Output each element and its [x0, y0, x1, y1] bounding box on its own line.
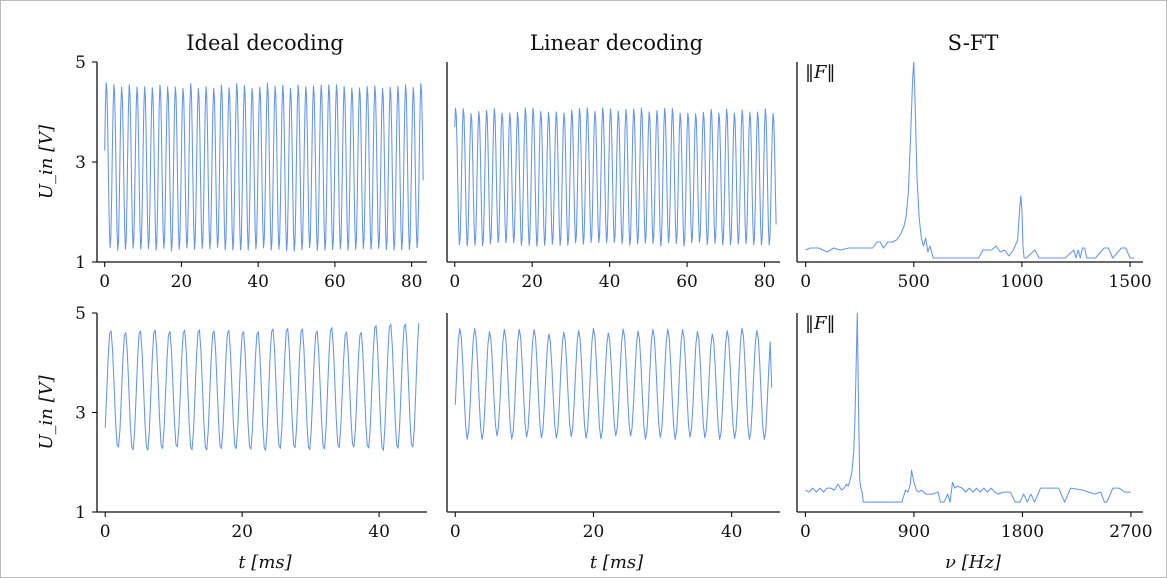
- y-axis-label: U_in [V]: [36, 124, 57, 199]
- panel-title: S-FT: [948, 31, 999, 55]
- panel-1: 0 20 40 60 80 1 3 5 Ideal decoding U_in [V]: [36, 31, 427, 292]
- panel-title: Linear decoding: [530, 31, 703, 55]
- panel-6: 0 900 1800 2700 ‖F‖ ν [Hz]: [796, 312, 1153, 573]
- x-tick-label: 0: [100, 522, 111, 542]
- series-line: [454, 327, 773, 441]
- x-tick-label: 1000: [1000, 272, 1043, 292]
- y-axis-label: U_in [V]: [36, 374, 57, 449]
- x-tick-label: 40: [368, 522, 390, 542]
- x-tick-label: 40: [721, 522, 743, 542]
- x-tick-label: 500: [898, 272, 930, 292]
- y-axis-label: ‖F‖: [805, 62, 836, 83]
- panel-title: Ideal decoding: [186, 31, 343, 55]
- x-tick-label: 60: [676, 272, 698, 292]
- panel-4: 0 20 40 1 3 5 U_in [V] t [ms]: [36, 304, 427, 573]
- series-line: [805, 61, 1135, 259]
- x-axis-label: ν [Hz]: [945, 552, 1002, 573]
- x-tick-label: 20: [583, 522, 605, 542]
- x-tick-label: 0: [450, 522, 461, 542]
- x-axis-label: t [ms]: [238, 552, 292, 573]
- x-tick-label: 60: [324, 272, 346, 292]
- x-tick-label: 20: [231, 522, 253, 542]
- x-tick-label: 20: [171, 272, 193, 292]
- x-tick-label: 80: [754, 272, 776, 292]
- y-tick-label: 3: [75, 153, 86, 173]
- x-tick-label: 80: [401, 272, 423, 292]
- y-tick-label: 1: [75, 503, 86, 523]
- x-axis-label: t [ms]: [590, 552, 644, 573]
- x-tick-label: 20: [521, 272, 543, 292]
- panel-5: 0 20 40 t [ms]: [446, 313, 780, 573]
- series-line: [104, 323, 420, 451]
- x-tick-label: 0: [99, 272, 110, 292]
- panel-3: 0 500 1000 1500 S-FT ‖F‖: [796, 31, 1152, 292]
- x-tick-label: 2700: [1109, 522, 1152, 542]
- x-tick-label: 0: [800, 522, 811, 542]
- y-axis-label: ‖F‖: [805, 313, 836, 334]
- x-tick-label: 1500: [1108, 272, 1151, 292]
- x-tick-label: 0: [449, 272, 460, 292]
- panel-2: 0 20 40 60 80 Linear decoding: [446, 31, 780, 292]
- x-tick-label: 1800: [1001, 522, 1044, 542]
- x-tick-label: 40: [599, 272, 621, 292]
- x-tick-label: 40: [247, 272, 269, 292]
- y-tick-label: 5: [75, 304, 86, 324]
- y-tick-label: 5: [75, 53, 86, 73]
- y-tick-label: 1: [75, 253, 86, 273]
- y-tick-label: 3: [75, 404, 86, 424]
- series-line: [805, 312, 1131, 503]
- x-tick-label: 900: [898, 522, 930, 542]
- series-line: [454, 107, 777, 247]
- series-line: [104, 82, 424, 252]
- x-tick-label: 0: [800, 272, 811, 292]
